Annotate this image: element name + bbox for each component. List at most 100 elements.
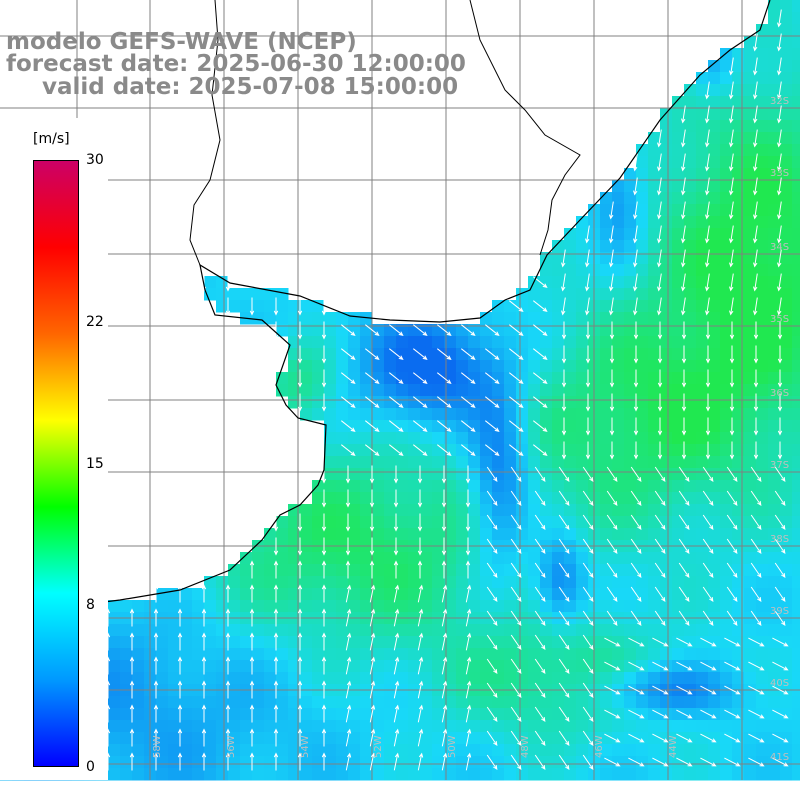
wind-arrow (652, 661, 669, 671)
wind-arrow (628, 637, 645, 647)
wind-speed-cell (180, 708, 193, 721)
wind-speed-cell (552, 588, 565, 601)
wind-speed-cell (540, 516, 553, 529)
wind-speed-cell (744, 576, 757, 589)
wind-speed-cell (756, 24, 769, 37)
wind-speed-cell (684, 84, 697, 97)
wind-speed-cell (540, 312, 553, 325)
wind-speed-cell (660, 420, 673, 433)
wind-arrow (772, 709, 789, 719)
wind-arrow (369, 560, 375, 579)
wind-speed-cell (792, 72, 800, 85)
wind-speed-cell (660, 180, 673, 193)
wind-speed-cell (792, 228, 800, 241)
wind-speed-cell (684, 576, 697, 589)
wind-speed-cell (636, 384, 649, 397)
wind-speed-cell (624, 648, 637, 661)
wind-speed-cell (792, 144, 800, 157)
wind-speed-cell (576, 348, 589, 361)
wind-arrow (340, 372, 356, 385)
wind-arrow (297, 513, 303, 532)
wind-speed-cell (720, 600, 733, 613)
wind-arrow (388, 348, 404, 361)
wind-speed-cell (384, 456, 397, 469)
wind-arrow (297, 537, 303, 556)
wind-speed-cell (444, 564, 457, 577)
wind-speed-cell (648, 744, 661, 757)
wind-speed-cell (420, 708, 433, 721)
wind-speed-cell (756, 156, 769, 169)
wind-speed-cell (636, 432, 649, 445)
wind-speed-cell (348, 408, 361, 421)
wind-speed-cell (360, 564, 373, 577)
wind-arrow (486, 754, 498, 770)
wind-speed-cell (672, 432, 685, 445)
wind-speed-cell (288, 732, 301, 745)
wind-arrow (534, 610, 546, 626)
wind-speed-cell (528, 756, 541, 769)
wind-speed-cell (480, 456, 493, 469)
wind-speed-cell (252, 576, 265, 589)
wind-speed-cell (672, 228, 685, 241)
wind-speed-cell (624, 192, 637, 205)
wind-speed-cell (696, 156, 709, 169)
wind-speed-cell (408, 504, 421, 517)
wind-arrow (585, 345, 591, 364)
wind-speed-cell (564, 732, 577, 745)
wind-speed-cell (432, 756, 445, 769)
wind-speed-cell (372, 372, 385, 385)
wind-speed-cell (516, 492, 529, 505)
wind-speed-cell (324, 756, 337, 769)
wind-speed-cell (696, 672, 709, 685)
model-title: modelo GEFS-WAVE (NCEP) (6, 29, 357, 55)
wind-speed-cell (468, 696, 481, 709)
wind-speed-cell (552, 324, 565, 337)
wind-speed-cell (600, 420, 613, 433)
wind-speed-cell (372, 468, 385, 481)
wind-speed-cell (396, 600, 409, 613)
wind-speed-cell (648, 168, 661, 181)
wind-speed-cell (300, 648, 313, 661)
wind-speed-cell (528, 552, 541, 565)
wind-speed-cell (444, 324, 457, 337)
wind-speed-cell (672, 384, 685, 397)
wind-speed-cell (696, 708, 709, 721)
wind-speed-cell (288, 300, 301, 313)
wind-speed-cell (648, 432, 661, 445)
wind-speed-cell (768, 348, 781, 361)
wind-speed-cell (660, 744, 673, 757)
wind-speed-cell (792, 444, 800, 457)
wind-speed-cell (168, 660, 181, 673)
wind-speed-cell (312, 768, 325, 781)
wind-speed-cell (348, 348, 361, 361)
wind-speed-cell (744, 288, 757, 301)
wind-speed-cell (600, 264, 613, 277)
wind-speed-cell (408, 768, 421, 781)
wind-speed-cell (432, 372, 445, 385)
wind-arrow (777, 177, 782, 196)
wind-arrow (657, 177, 662, 196)
wind-arrow (772, 637, 789, 647)
wind-arrow (726, 610, 738, 626)
wind-speed-cell (768, 720, 781, 733)
wind-speed-cell (132, 660, 145, 673)
wind-arrow (465, 560, 471, 579)
wind-speed-cell (720, 576, 733, 589)
wind-speed-cell (744, 96, 757, 109)
wind-arrow (510, 562, 522, 578)
wind-speed-cell (612, 192, 625, 205)
wind-speed-cell (420, 756, 433, 769)
wind-speed-cell (732, 168, 745, 181)
wind-speed-cell (360, 336, 373, 349)
wind-arrow (321, 513, 327, 532)
wind-speed-cell (108, 636, 121, 649)
wind-speed-cell (540, 384, 553, 397)
wind-speed-cell (660, 348, 673, 361)
wind-speed-cell (300, 312, 313, 325)
wind-speed-cell (576, 576, 589, 589)
wind-speed-cell (168, 600, 181, 613)
wind-speed-cell (768, 660, 781, 673)
wind-arrow (558, 730, 570, 746)
wind-speed-cell (768, 120, 781, 133)
wind-speed-cell (648, 384, 661, 397)
